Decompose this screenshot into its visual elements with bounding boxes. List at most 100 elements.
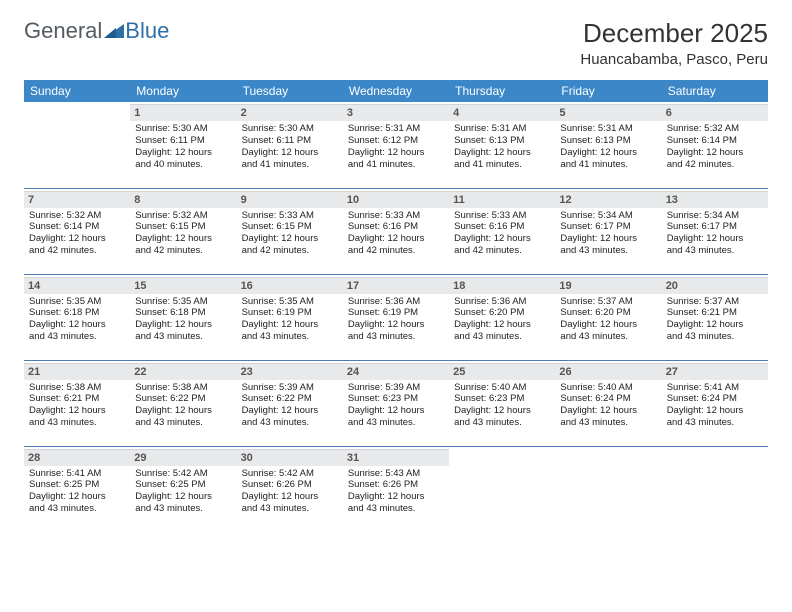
day-info-line: Sunset: 6:22 PM	[135, 393, 231, 405]
weekday-header: Sunday	[24, 80, 130, 102]
day-info-line: and 43 minutes.	[242, 417, 338, 429]
day-number: 25	[449, 363, 555, 380]
calendar-day-cell: 16Sunrise: 5:35 AMSunset: 6:19 PMDayligh…	[237, 274, 343, 360]
day-info-line: Daylight: 12 hours	[454, 147, 550, 159]
day-info: Sunrise: 5:39 AMSunset: 6:22 PMDaylight:…	[241, 382, 339, 430]
weekday-header: Friday	[555, 80, 661, 102]
day-info-line: and 43 minutes.	[454, 417, 550, 429]
day-number: 31	[343, 449, 449, 466]
day-number: 15	[130, 277, 236, 294]
day-info: Sunrise: 5:32 AMSunset: 6:15 PMDaylight:…	[134, 210, 232, 258]
day-info-line: Sunset: 6:14 PM	[667, 135, 763, 147]
day-info: Sunrise: 5:35 AMSunset: 6:18 PMDaylight:…	[28, 296, 126, 344]
day-info-line: Sunset: 6:20 PM	[454, 307, 550, 319]
day-info-line: Sunrise: 5:39 AM	[242, 382, 338, 394]
day-number: 12	[555, 191, 661, 208]
day-info-line: Daylight: 12 hours	[242, 405, 338, 417]
day-info-line: and 42 minutes.	[29, 245, 125, 257]
day-number: 1	[130, 104, 236, 121]
day-info-line: Sunrise: 5:31 AM	[348, 123, 444, 135]
day-number: 17	[343, 277, 449, 294]
day-info-line: and 42 minutes.	[135, 245, 231, 257]
day-info: Sunrise: 5:35 AMSunset: 6:19 PMDaylight:…	[241, 296, 339, 344]
day-info-line: Sunrise: 5:30 AM	[242, 123, 338, 135]
day-info: Sunrise: 5:38 AMSunset: 6:21 PMDaylight:…	[28, 382, 126, 430]
day-info-line: Sunrise: 5:34 AM	[560, 210, 656, 222]
day-info-line: Sunrise: 5:35 AM	[29, 296, 125, 308]
day-info-line: Sunset: 6:11 PM	[135, 135, 231, 147]
day-info: Sunrise: 5:37 AMSunset: 6:20 PMDaylight:…	[559, 296, 657, 344]
calendar-day-cell: 14 Sunrise: 5:35 AMSunset: 6:18 PMDayligh…	[24, 274, 130, 360]
day-info-line: Sunrise: 5:43 AM	[348, 468, 444, 480]
day-info-line: Daylight: 12 hours	[560, 405, 656, 417]
calendar-day-cell: 27Sunrise: 5:41 AMSunset: 6:24 PMDayligh…	[662, 360, 768, 446]
weekday-header: Wednesday	[343, 80, 449, 102]
calendar-day-cell: 4Sunrise: 5:31 AMSunset: 6:13 PMDaylight…	[449, 102, 555, 188]
header: General Blue December 2025 Huancabamba, …	[24, 18, 768, 68]
day-info-line: and 42 minutes.	[667, 159, 763, 171]
day-info: Sunrise: 5:37 AMSunset: 6:21 PMDaylight:…	[666, 296, 764, 344]
day-info-line: Daylight: 12 hours	[667, 319, 763, 331]
day-info-line: Sunset: 6:13 PM	[454, 135, 550, 147]
day-info-line: Sunrise: 5:41 AM	[667, 382, 763, 394]
calendar-day-cell: 24Sunrise: 5:39 AMSunset: 6:23 PMDayligh…	[343, 360, 449, 446]
day-info-line: and 43 minutes.	[348, 503, 444, 515]
calendar-day-cell: 23Sunrise: 5:39 AMSunset: 6:22 PMDayligh…	[237, 360, 343, 446]
location-text: Huancabamba, Pasco, Peru	[580, 51, 768, 68]
calendar-day-cell: 30Sunrise: 5:42 AMSunset: 6:26 PMDayligh…	[237, 446, 343, 532]
day-info-line: Sunset: 6:18 PM	[29, 307, 125, 319]
day-info-line: Sunrise: 5:37 AM	[667, 296, 763, 308]
day-info-line: Sunrise: 5:33 AM	[454, 210, 550, 222]
day-info: Sunrise: 5:30 AMSunset: 6:11 PMDaylight:…	[134, 123, 232, 171]
calendar-day-cell: 1 Sunrise: 5:30 AMSunset: 6:11 PMDaylight…	[130, 102, 236, 188]
day-info-line: Daylight: 12 hours	[242, 491, 338, 503]
day-info-line: Sunset: 6:25 PM	[29, 479, 125, 491]
day-info: Sunrise: 5:34 AMSunset: 6:17 PMDaylight:…	[666, 210, 764, 258]
day-info-line: Sunset: 6:20 PM	[560, 307, 656, 319]
day-number: 29	[130, 449, 236, 466]
day-number: 14	[24, 277, 130, 294]
day-info-line: Sunrise: 5:32 AM	[29, 210, 125, 222]
day-info-line: Daylight: 12 hours	[348, 233, 444, 245]
day-info-line: Sunset: 6:11 PM	[242, 135, 338, 147]
day-info-line: Sunrise: 5:40 AM	[560, 382, 656, 394]
calendar-page: General Blue December 2025 Huancabamba, …	[0, 0, 792, 550]
day-info-line: and 43 minutes.	[29, 331, 125, 343]
day-number: 21	[24, 363, 130, 380]
day-info-line: Sunset: 6:18 PM	[135, 307, 231, 319]
day-number: 20	[662, 277, 768, 294]
calendar-day-cell: 19Sunrise: 5:37 AMSunset: 6:20 PMDayligh…	[555, 274, 661, 360]
calendar-day-cell: 9Sunrise: 5:33 AMSunset: 6:15 PMDaylight…	[237, 188, 343, 274]
day-info-line: and 43 minutes.	[29, 503, 125, 515]
calendar-day-cell: 31Sunrise: 5:43 AMSunset: 6:26 PMDayligh…	[343, 446, 449, 532]
day-info: Sunrise: 5:41 AMSunset: 6:25 PMDaylight:…	[28, 468, 126, 516]
day-number: 26	[555, 363, 661, 380]
day-number: 5	[555, 104, 661, 121]
day-info: Sunrise: 5:35 AMSunset: 6:18 PMDaylight:…	[134, 296, 232, 344]
day-info-line: and 43 minutes.	[135, 331, 231, 343]
brand-part2: Blue	[125, 18, 169, 44]
day-info-line: and 43 minutes.	[29, 417, 125, 429]
day-info-line: Daylight: 12 hours	[242, 147, 338, 159]
day-info: Sunrise: 5:41 AMSunset: 6:24 PMDaylight:…	[666, 382, 764, 430]
day-info-line: and 41 minutes.	[348, 159, 444, 171]
calendar-day-cell: 25Sunrise: 5:40 AMSunset: 6:23 PMDayligh…	[449, 360, 555, 446]
day-info: Sunrise: 5:34 AMSunset: 6:17 PMDaylight:…	[559, 210, 657, 258]
day-info-line: Sunset: 6:12 PM	[348, 135, 444, 147]
calendar-day-cell: 3Sunrise: 5:31 AMSunset: 6:12 PMDaylight…	[343, 102, 449, 188]
day-info-line: Daylight: 12 hours	[135, 491, 231, 503]
calendar-week-row: 21 Sunrise: 5:38 AMSunset: 6:21 PMDayligh…	[24, 360, 768, 446]
day-info-line: Daylight: 12 hours	[454, 405, 550, 417]
brand-logo: General Blue	[24, 18, 169, 44]
day-number: 6	[662, 104, 768, 121]
day-number: 3	[343, 104, 449, 121]
calendar-day-cell: 11Sunrise: 5:33 AMSunset: 6:16 PMDayligh…	[449, 188, 555, 274]
day-info-line: Sunrise: 5:32 AM	[135, 210, 231, 222]
day-info-line: Daylight: 12 hours	[29, 491, 125, 503]
day-info-line: Daylight: 12 hours	[348, 319, 444, 331]
day-info-line: and 43 minutes.	[667, 331, 763, 343]
day-info-line: Sunset: 6:15 PM	[242, 221, 338, 233]
day-info-line: and 42 minutes.	[454, 245, 550, 257]
day-info-line: and 41 minutes.	[242, 159, 338, 171]
day-info-line: Daylight: 12 hours	[242, 319, 338, 331]
